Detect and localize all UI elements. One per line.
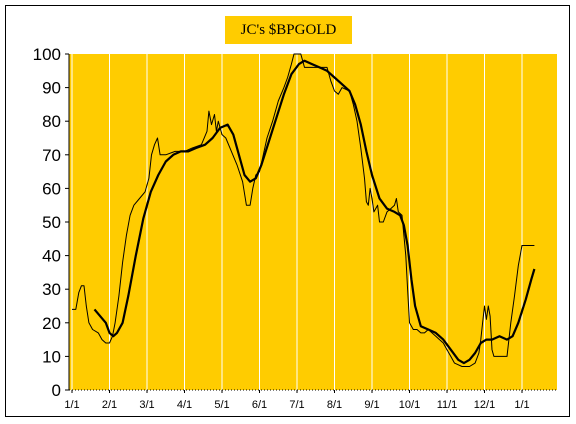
x-tick-label: 7/1 [289,399,304,411]
x-tick-label: 5/1 [214,399,229,411]
y-tick-label: 60 [42,179,61,198]
chart-title: JC's $BPGOLD [225,16,352,44]
x-tick-label: 3/1 [139,399,154,411]
y-tick-label: 100 [33,45,61,64]
y-tick-label: 90 [42,79,61,98]
x-tick-label: 12/1 [474,399,495,411]
x-tick-label: 4/1 [177,399,192,411]
x-tick-label: 8/1 [327,399,342,411]
y-tick-label: 10 [42,347,61,366]
series-line-smoothed [93,59,536,365]
y-tick-label: 80 [42,112,61,131]
x-tick-label: 11/1 [437,399,458,411]
y-tick-label: 40 [42,247,61,266]
x-tick-label: 9/1 [364,399,379,411]
x-tick-label: 10/1 [399,399,420,411]
plot-area [69,54,557,390]
x-tick-label: 1/1 [514,399,529,411]
y-tick-label: 30 [42,280,61,299]
y-tick-label: 70 [42,146,61,165]
y-tick-label: 20 [42,314,61,333]
x-tick-label: 1/1 [64,399,79,411]
y-tick-label: 0 [52,381,61,400]
x-tick-label: 6/1 [252,399,267,411]
y-tick-label: 50 [42,213,61,232]
x-tick-label: 2/1 [102,399,117,411]
